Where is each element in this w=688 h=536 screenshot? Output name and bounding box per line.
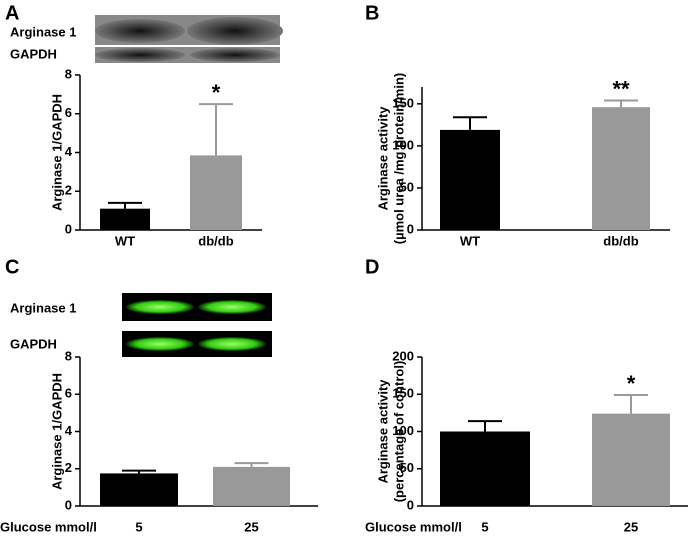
bar — [440, 431, 530, 506]
y-tick-label: 2 — [65, 460, 72, 475]
x-tick-label: WT — [460, 233, 480, 248]
y-tick-label: 0 — [407, 497, 414, 512]
y-tick-label: 200 — [392, 348, 414, 363]
y-tick-label: 4 — [65, 423, 73, 438]
y-axis-label: (percentage of control) — [391, 361, 406, 503]
x-tick-label: 5 — [481, 519, 488, 534]
x-axis-label: Glucose mmol/l — [365, 519, 462, 534]
panel-label: B — [365, 2, 379, 24]
y-tick-label: 6 — [65, 105, 72, 120]
panel-label: C — [5, 256, 19, 278]
y-axis-label: Arginase activity — [375, 106, 390, 211]
y-tick-label: 0 — [65, 221, 72, 236]
blot-label: Arginase 1 — [10, 300, 76, 315]
y-axis-label: Arginase 1/GAPDH — [49, 373, 64, 490]
y-tick-label: 0 — [65, 497, 72, 512]
y-tick-label: 4 — [65, 144, 73, 159]
panel-label: A — [5, 2, 19, 24]
significance: * — [212, 80, 221, 105]
y-tick-label: 50 — [400, 460, 414, 475]
x-tick-label: 25 — [244, 519, 258, 534]
panel-label: D — [365, 256, 379, 278]
y-tick-label: 0 — [407, 221, 414, 236]
bar — [592, 413, 670, 506]
y-axis-label: Arginase activity — [375, 379, 390, 484]
y-tick-label: 100 — [392, 423, 414, 438]
x-tick-label: 5 — [135, 519, 142, 534]
x-tick-label: WT — [115, 233, 135, 248]
y-tick-label: 2 — [65, 183, 72, 198]
y-tick-label: 8 — [65, 348, 72, 363]
bar — [100, 473, 178, 506]
blot-c — [122, 293, 272, 357]
bar — [213, 466, 290, 506]
bar — [592, 107, 650, 230]
bar — [440, 129, 500, 230]
x-tick-label: db/db — [603, 233, 638, 248]
x-tick-label: 25 — [624, 519, 638, 534]
y-tick-label: 100 — [392, 137, 414, 152]
significance: * — [627, 371, 636, 396]
y-axis-label: Arginase 1/GAPDH — [49, 94, 64, 211]
y-tick-label: 6 — [65, 386, 72, 401]
y-tick-label: 150 — [392, 386, 414, 401]
y-tick-label: 8 — [65, 66, 72, 81]
blot-label: GAPDH — [10, 336, 57, 351]
x-axis-label: Glucose mmol/l — [0, 519, 97, 534]
bar — [100, 208, 150, 230]
blot-label: GAPDH — [10, 46, 57, 61]
blot-label: Arginase 1 — [10, 24, 76, 39]
x-tick-label: db/db — [198, 233, 233, 248]
y-tick-label: 50 — [400, 179, 414, 194]
blot-a — [95, 15, 283, 63]
significance: ** — [612, 76, 630, 101]
y-tick-label: 150 — [392, 95, 414, 110]
y-axis-label: (µmol urea /mg protein/min) — [391, 73, 406, 244]
bar — [190, 155, 242, 230]
